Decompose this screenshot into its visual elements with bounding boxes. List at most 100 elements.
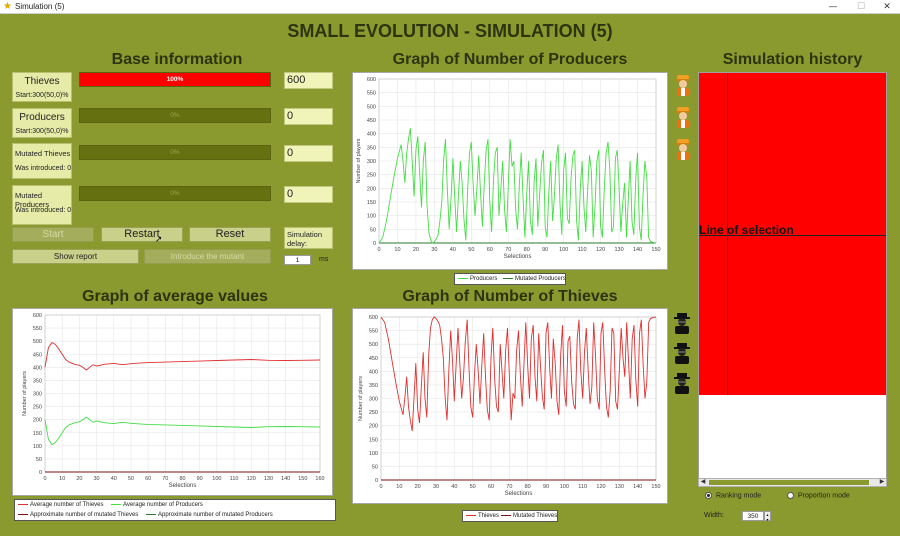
reset-button[interactable]: Reset bbox=[189, 227, 271, 242]
proportion-mode-label: Proportion mode bbox=[798, 492, 850, 500]
y-tick-label: 200 bbox=[369, 424, 378, 430]
x-tick-label: 110 bbox=[230, 476, 239, 482]
producer-icon bbox=[676, 139, 690, 160]
producer-icon bbox=[676, 75, 690, 96]
scroll-right-icon[interactable]: ▶ bbox=[879, 479, 885, 485]
proportion-mode-radio[interactable]: Proportion mode bbox=[787, 492, 850, 499]
radio-selected-icon bbox=[705, 492, 712, 499]
y-tick-label: 200 bbox=[33, 418, 42, 424]
producers-label: Producers bbox=[19, 112, 65, 123]
x-tick-label: 20 bbox=[413, 247, 419, 253]
y-tick-label: 300 bbox=[33, 392, 42, 398]
x-tick-label: 10 bbox=[59, 476, 65, 482]
ranking-mode-radio[interactable]: Ranking mode bbox=[705, 492, 761, 499]
radio-unselected-icon bbox=[787, 492, 794, 499]
x-tick-label: 40 bbox=[111, 476, 117, 482]
x-tick-label: 30 bbox=[433, 484, 439, 490]
y-tick-label: 450 bbox=[367, 118, 376, 124]
y-tick-label: 300 bbox=[369, 397, 378, 403]
x-tick-label: 130 bbox=[264, 476, 273, 482]
legend-swatch bbox=[146, 513, 156, 515]
y-tick-label: 0 bbox=[373, 241, 376, 247]
y-tick-label: 50 bbox=[370, 227, 376, 233]
mutated-producers-introduced: Was introduced: 0 bbox=[15, 207, 72, 214]
delay-input[interactable]: 1 bbox=[284, 255, 311, 265]
x-tick-label: 120 bbox=[596, 484, 605, 490]
y-tick-label: 50 bbox=[372, 464, 378, 470]
legend-label: Mutated Thieves bbox=[513, 513, 558, 519]
legend-swatch bbox=[111, 503, 121, 505]
y-tick-label: 550 bbox=[33, 326, 42, 332]
y-tick-label: 100 bbox=[369, 451, 378, 457]
legend-item-mutated-producers: Mutated Producers bbox=[503, 276, 566, 282]
width-input[interactable]: 350 bbox=[742, 511, 764, 521]
x-tick-label: 80 bbox=[524, 247, 530, 253]
history-title: Simulation history bbox=[722, 51, 863, 68]
y-axis-label: Number of players bbox=[22, 371, 28, 416]
thief-icon bbox=[674, 343, 690, 364]
ranking-mode-label: Ranking mode bbox=[716, 492, 762, 500]
producers-percent: 0% bbox=[170, 112, 180, 119]
mutated-producers-label: Mutated Producers bbox=[15, 191, 50, 209]
legend-label: Approximate number of mutated Thieves bbox=[30, 512, 139, 518]
y-tick-label: 300 bbox=[367, 159, 376, 165]
scroll-left-icon[interactable]: ◀ bbox=[700, 479, 706, 485]
app-star-icon: ★ bbox=[3, 1, 12, 12]
thieves-chart-title: Graph of Number of Thieves bbox=[402, 288, 618, 305]
mutated-thieves-info-box: Mutated Thieves Was introduced: 0 bbox=[12, 143, 72, 179]
thief-icon bbox=[674, 373, 690, 394]
x-tick-label: 50 bbox=[128, 476, 134, 482]
thieves-percent: 100% bbox=[166, 76, 184, 83]
x-tick-label: 120 bbox=[247, 476, 256, 482]
y-tick-label: 250 bbox=[367, 173, 376, 179]
introduce-mutant-button[interactable]: Introduce the mutant bbox=[144, 249, 271, 264]
thieves-progress-bar: 100% bbox=[79, 72, 271, 87]
start-button[interactable]: Start bbox=[12, 227, 94, 242]
legend-item-avg-thieves: Average number of Thieves bbox=[18, 502, 104, 508]
x-tick-label: 80 bbox=[179, 476, 185, 482]
series-line bbox=[44, 341, 321, 371]
legend-item-producers: Producers bbox=[458, 276, 497, 282]
legend-swatch bbox=[458, 277, 468, 279]
legend-item-mutated-thieves: Approximate number of mutated Thieves bbox=[18, 512, 138, 518]
series-line bbox=[44, 416, 321, 446]
x-tick-label: 50 bbox=[470, 484, 476, 490]
x-tick-label: 10 bbox=[394, 247, 400, 253]
producers-info-box: Producers Start:300(50,0)% bbox=[12, 108, 72, 138]
producers-chart-panel: 0 50 100 150 200 250 300 350 400 450 500 550 600 0 10 2… bbox=[352, 72, 668, 270]
legend-swatch bbox=[18, 513, 28, 515]
y-tick-label: 100 bbox=[33, 444, 42, 450]
maximize-button[interactable]: ☐ bbox=[856, 2, 866, 12]
mutated-producers-progress-bar: 0% bbox=[79, 186, 271, 201]
main-title: SMALL EVOLUTION - SIMULATION (5) bbox=[287, 21, 613, 41]
scrollbar-thumb[interactable] bbox=[709, 480, 869, 485]
width-spinner-arrows-icon[interactable]: ▴ ▾ bbox=[764, 511, 771, 522]
close-button[interactable]: ✕ bbox=[883, 2, 891, 12]
y-tick-label: 600 bbox=[33, 313, 42, 319]
x-tick-label: 70 bbox=[505, 247, 511, 253]
thieves-count: 600 bbox=[284, 72, 333, 89]
thieves-legend: Thieves Mutated Thieves bbox=[462, 510, 558, 522]
y-tick-label: 250 bbox=[369, 410, 378, 416]
y-tick-label: 400 bbox=[369, 369, 378, 375]
history-scrollbar[interactable]: ◀ ▶ bbox=[698, 478, 887, 487]
producers-legend: Producers Mutated Producers bbox=[454, 273, 566, 285]
restart-button[interactable]: Restart bbox=[101, 227, 183, 242]
thieves-chart-panel: 0 50 100 150 200 250 300 350 400 450 500 550 600 0 10 2… bbox=[352, 308, 668, 504]
x-tick-label: 90 bbox=[543, 484, 549, 490]
mutated-thieves-label: Mutated Thieves bbox=[15, 149, 71, 158]
y-tick-label: 450 bbox=[33, 352, 42, 358]
x-axis-label: Selections bbox=[505, 491, 533, 497]
y-tick-label: 600 bbox=[369, 315, 378, 321]
x-tick-label: 100 bbox=[559, 247, 568, 253]
minimize-button[interactable]: — bbox=[828, 2, 838, 12]
show-report-button[interactable]: Show report bbox=[12, 249, 139, 264]
x-tick-label: 90 bbox=[197, 476, 203, 482]
history-panel[interactable]: Line of selection bbox=[698, 72, 887, 480]
x-tick-label: 90 bbox=[542, 247, 548, 253]
x-tick-label: 100 bbox=[560, 484, 569, 490]
y-tick-label: 450 bbox=[369, 356, 378, 362]
y-tick-label: 50 bbox=[36, 457, 42, 463]
thieves-label: Thieves bbox=[24, 76, 60, 87]
y-tick-label: 350 bbox=[369, 383, 378, 389]
